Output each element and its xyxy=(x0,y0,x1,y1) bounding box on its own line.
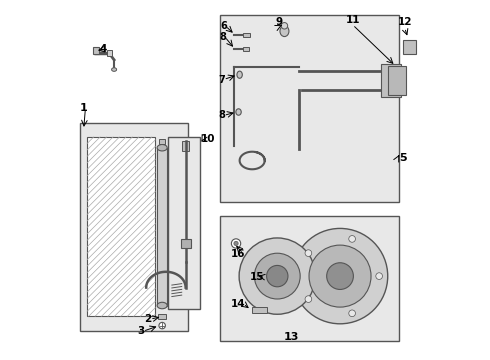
Bar xyxy=(157,148,167,306)
Text: 12: 12 xyxy=(397,17,412,27)
Text: 11: 11 xyxy=(345,15,360,26)
Bar xyxy=(220,15,399,202)
Text: 1: 1 xyxy=(80,103,88,113)
Circle shape xyxy=(159,322,166,329)
Bar xyxy=(182,140,189,151)
Bar xyxy=(243,33,250,37)
Circle shape xyxy=(305,296,312,302)
Bar xyxy=(159,139,166,144)
Text: 4: 4 xyxy=(99,44,107,54)
Circle shape xyxy=(267,265,288,287)
Bar xyxy=(243,47,248,51)
Text: 13: 13 xyxy=(284,332,299,342)
Ellipse shape xyxy=(281,23,288,29)
Circle shape xyxy=(349,310,355,317)
Text: 14: 14 xyxy=(230,299,245,309)
Text: 9: 9 xyxy=(275,17,283,27)
Text: 8: 8 xyxy=(219,111,225,121)
Circle shape xyxy=(309,245,371,307)
Bar xyxy=(252,307,267,312)
Circle shape xyxy=(254,253,300,299)
Ellipse shape xyxy=(157,302,167,309)
Bar xyxy=(107,50,112,55)
Circle shape xyxy=(234,241,238,246)
Text: 2: 2 xyxy=(145,314,152,324)
Text: 5: 5 xyxy=(399,153,407,163)
Circle shape xyxy=(305,250,312,256)
Ellipse shape xyxy=(236,109,241,115)
Circle shape xyxy=(376,273,383,279)
Bar xyxy=(80,123,188,330)
Bar xyxy=(403,40,416,54)
Text: 3: 3 xyxy=(137,326,145,336)
Bar xyxy=(93,47,99,54)
Bar xyxy=(168,137,200,309)
Bar xyxy=(87,137,155,316)
Bar xyxy=(158,315,167,319)
Text: 6: 6 xyxy=(220,21,227,31)
Text: 7: 7 xyxy=(219,75,225,85)
Text: 10: 10 xyxy=(201,134,216,144)
Ellipse shape xyxy=(112,68,117,71)
Bar xyxy=(220,216,399,341)
Ellipse shape xyxy=(280,26,289,37)
Circle shape xyxy=(239,238,316,314)
Text: 15: 15 xyxy=(250,272,265,282)
Text: 8: 8 xyxy=(220,32,226,41)
Circle shape xyxy=(231,239,241,248)
Circle shape xyxy=(349,235,355,242)
Ellipse shape xyxy=(157,144,167,151)
Circle shape xyxy=(293,228,388,324)
Text: 16: 16 xyxy=(230,248,245,258)
Bar xyxy=(381,64,401,97)
Bar xyxy=(181,239,191,248)
Circle shape xyxy=(327,263,353,289)
Ellipse shape xyxy=(237,71,243,78)
Bar xyxy=(389,66,406,95)
